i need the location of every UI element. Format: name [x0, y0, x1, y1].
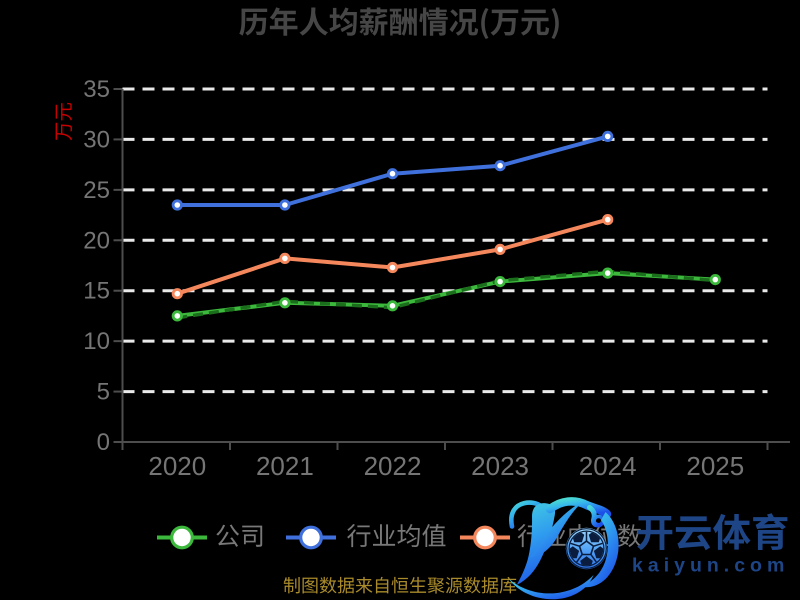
marker-行业中位数-2022: [386, 261, 399, 274]
kaiyun-logo-icon: [508, 497, 619, 600]
y-tick-label-15: 15: [83, 278, 110, 305]
y-axis-name-text: [55, 102, 73, 141]
x-tick-label-2021: 2021: [256, 451, 314, 481]
marker-行业中位数-2020: [171, 288, 183, 300]
y-tick-label-25: 25: [83, 177, 110, 204]
axes: [113, 88, 790, 450]
y-tick-label-10: 10: [83, 328, 110, 355]
x-tick-label-2022: 2022: [364, 451, 422, 481]
y-tick-label-0: 0: [97, 429, 110, 456]
marker-公司-2020: [171, 310, 183, 322]
marker-公司-2023: [494, 275, 506, 288]
y-axis-name: [55, 102, 73, 141]
marker-行业中位数-2023: [494, 243, 506, 255]
series-line-行业中位数: [176, 217, 609, 296]
y-tick-label-30: 30: [83, 126, 110, 153]
x-tick-label-2025: 2025: [686, 451, 744, 481]
legend-marker-icon: [473, 525, 497, 550]
k-arm: [529, 499, 586, 558]
y-tick-label-20: 20: [83, 227, 110, 254]
legend-item-公司[interactable]: [157, 524, 263, 550]
legend-label: [347, 523, 446, 548]
series-line-company-dashed-overlay: [177, 269, 716, 320]
y-tick-label-5: 5: [97, 379, 110, 406]
series-lines: [171, 130, 721, 322]
legend-marker-icon: [299, 525, 323, 550]
marker-行业均值-2023: [494, 160, 506, 172]
x-tick-label-2023: 2023: [471, 451, 529, 481]
marker-行业均值-2021: [279, 199, 291, 211]
watermark-brand-text: [637, 513, 788, 551]
legend-label: [216, 524, 263, 547]
chart-title-text: [239, 7, 559, 40]
legend-item-行业均值[interactable]: [286, 523, 446, 550]
chart-title: [239, 7, 559, 40]
y-axis-tick-labels: 0 5 10 15 20 25 30 35: [83, 76, 110, 456]
watermark-domain-text: kaiyun.com: [632, 555, 789, 577]
gridlines: [122, 87, 768, 394]
x-tick-label-2020: 2020: [148, 451, 206, 481]
watermark-brand-cjk: [637, 513, 788, 551]
marker-公司-2024: [602, 267, 614, 279]
marker-公司-2022: [386, 300, 399, 312]
k-spiral-inner: [587, 505, 605, 528]
k-bottom-sweep: [508, 575, 594, 600]
kaiyun-watermark: kaiyun.com: [508, 497, 789, 600]
marker-公司-2021: [279, 297, 291, 309]
legend-marker-icon: [170, 525, 194, 550]
marker-行业中位数-2024: [602, 214, 614, 226]
k-arc-top: [545, 497, 612, 519]
marker-公司-2025: [709, 273, 721, 286]
y-tick-label-35: 35: [83, 76, 110, 103]
caption-text: [283, 576, 517, 594]
k-spiral-eye: [596, 518, 601, 523]
x-axis-tick-labels: 2020 2021 2022 2023 2024 2025: [148, 451, 744, 481]
football-icon: [565, 527, 608, 570]
k-crescent: [580, 512, 619, 588]
marker-行业均值-2022: [386, 168, 399, 180]
marker-行业中位数-2021: [279, 252, 291, 264]
marker-行业均值-2024: [602, 130, 614, 142]
data-source-caption: [283, 576, 517, 594]
x-tick-label-2024: 2024: [579, 451, 637, 481]
marker-行业均值-2020: [171, 199, 183, 211]
k-top-curl: [509, 500, 544, 529]
k-stem: [516, 503, 556, 585]
